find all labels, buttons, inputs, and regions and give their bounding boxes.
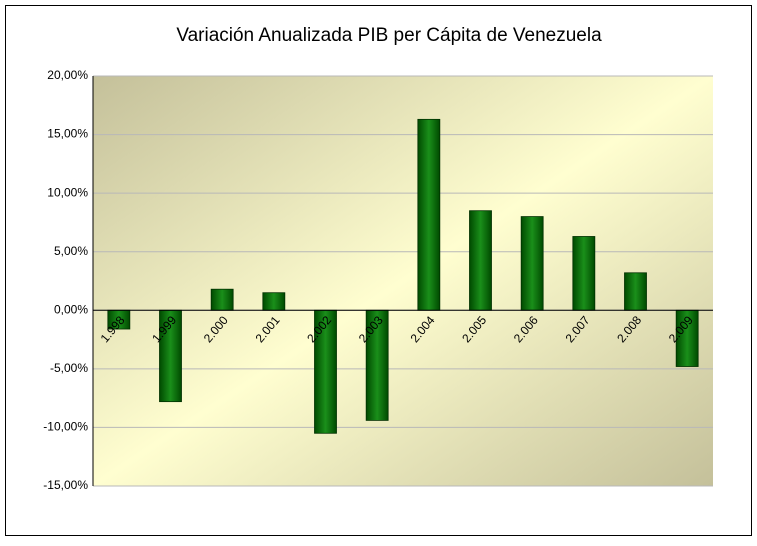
y-tick-label: -15,00% [43,478,88,492]
plot-area [93,76,713,486]
chart-title: Variación Anualizada PIB per Cápita de V… [176,25,602,46]
bar [417,118,441,311]
bar [520,216,544,311]
bar [210,288,234,311]
y-tick-label: 0,00% [54,302,88,316]
y-tick-label: 10,00% [47,185,88,199]
bar [469,210,492,311]
y-tick-label: -5,00% [50,361,88,375]
y-tick-label: 20,00% [47,68,88,82]
y-tick-label: 15,00% [47,127,88,141]
bar [624,272,647,311]
y-tick-label: 5,00% [54,244,88,258]
bar [262,292,286,311]
bar [572,236,596,311]
y-tick-label: -10,00% [43,420,88,434]
